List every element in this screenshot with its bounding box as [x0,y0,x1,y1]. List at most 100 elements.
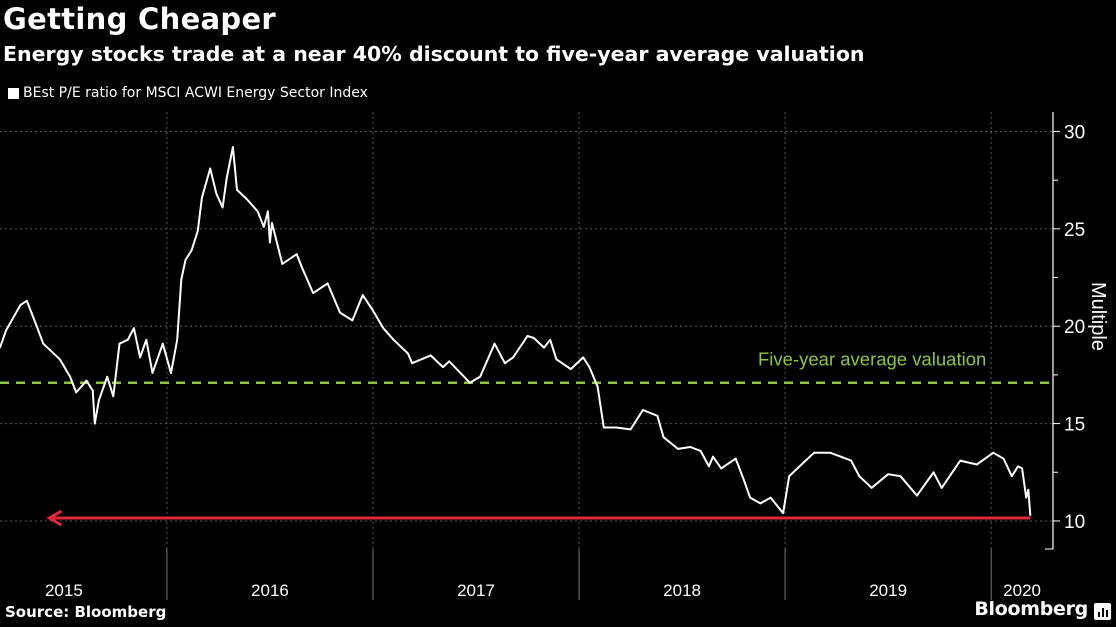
data-point [281,262,284,265]
data-point [25,299,28,302]
data-point [1017,465,1019,468]
data-point [19,303,22,306]
data-point [602,426,605,429]
data-point [1029,514,1032,517]
data-point [448,360,451,363]
data-point [407,352,409,355]
average-valuation-label: Five-year average valuation [758,349,986,370]
legend-label: BEst P/E ratio for MSCI ACWI Energy Sect… [23,85,368,101]
data-point [312,292,315,295]
data-point [266,210,269,213]
data-point [0,346,1,349]
data-point [858,475,861,478]
data-point [582,356,585,359]
data-point [93,422,96,425]
data-point [161,342,164,345]
data-point [759,502,762,505]
data-point [798,465,801,468]
data-point [118,342,121,345]
data-point [1010,475,1013,478]
data-point [662,436,665,439]
data-point [411,362,414,365]
x-tick-label: 2017 [457,581,495,600]
data-point [689,446,692,448]
data-point [236,188,238,191]
data-point [98,399,100,402]
data-point [479,375,482,378]
data-point [829,451,832,454]
data-point [58,358,61,361]
x-axis: 2015 2016 2017 2018 2019 2020 [45,549,1041,600]
data-point [361,294,364,296]
data-point [959,459,962,462]
y-tick-label: 20 [1064,317,1085,338]
data-point [788,475,791,478]
data-point [5,329,8,332]
data-point [209,167,212,170]
data-point [271,222,273,224]
data-point [221,206,224,209]
data-point [295,253,298,256]
data-point [677,448,679,450]
data-point [707,465,710,468]
data-point [749,496,751,499]
data-point [91,389,94,392]
data-point [112,395,115,398]
data-point [712,455,714,458]
x-tick-label: 2019 [869,581,907,600]
y-tick-label: 15 [1064,415,1085,436]
data-point [1002,457,1005,460]
x-tick-label: 2020 [1003,581,1041,600]
data-point [126,338,129,341]
data-point [493,342,496,345]
x-tick-label: 2016 [251,581,289,600]
data-point [975,463,978,466]
data-point [133,327,135,330]
average-line-group: Five-year average valuation [0,349,1051,384]
data-point [339,311,341,314]
data-point [151,372,154,374]
data-point [743,479,745,481]
data-point [555,358,558,361]
data-point [106,375,109,378]
data-point [699,449,702,452]
data-point [839,455,842,458]
y-tick-label: 10 [1064,512,1085,533]
data-point [269,241,271,244]
data-point [190,249,193,252]
source-note: Source: Bloomberg [5,603,167,621]
data-point [231,146,234,148]
arrow-head [46,509,63,527]
data-point [629,428,632,431]
data-point [372,309,374,312]
data-point [503,362,506,365]
data-point [32,315,34,318]
data-point [813,451,815,454]
data-point [201,196,203,199]
data-point [85,379,88,382]
data-point [615,426,618,429]
data-point [176,338,179,341]
data-point [256,210,259,213]
data-point [468,381,471,384]
y-tick-label: 30 [1064,122,1085,143]
data-point [180,278,183,281]
data-point [769,496,772,499]
data-point [656,414,659,417]
data-point [246,198,249,201]
data-point [429,354,432,357]
data-point [139,356,142,359]
data-point [442,366,444,369]
data-point [532,337,535,339]
chart-title: Getting Cheaper [3,2,277,36]
data-point [734,457,737,460]
data-point [569,368,572,370]
data-point [992,451,995,454]
data-point [549,338,552,341]
series-group [0,146,1032,517]
pe-ratio-line [0,146,1032,516]
y-axis-label: Multiple [1087,282,1109,351]
data-point [526,335,529,337]
x-tick-label: 2015 [45,581,83,600]
data-point [1021,467,1023,470]
